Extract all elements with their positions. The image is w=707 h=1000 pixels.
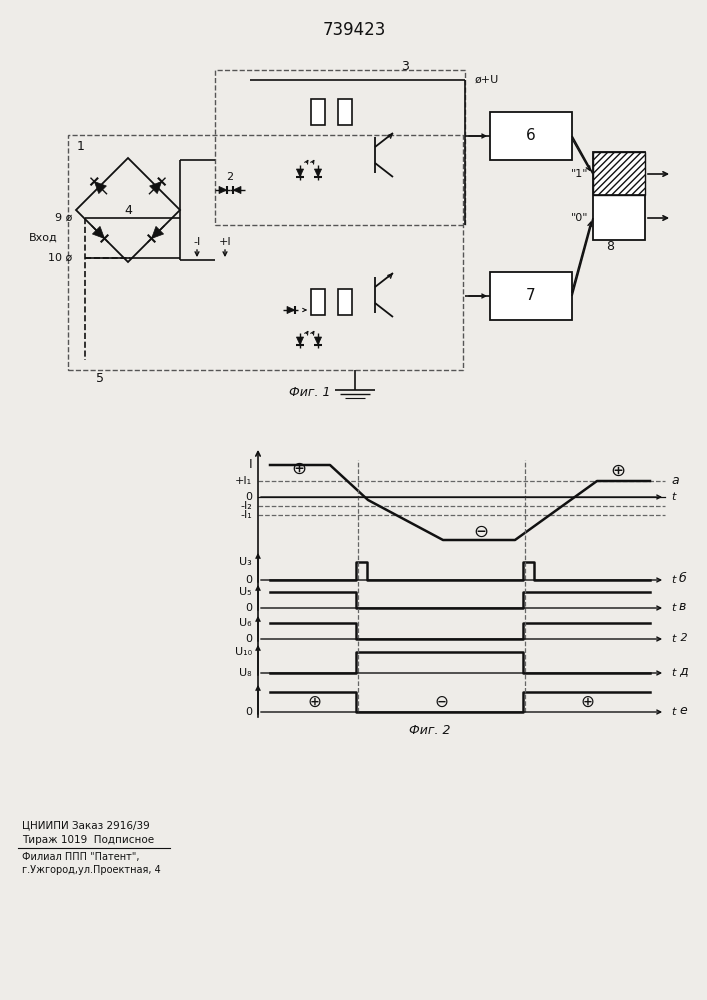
Text: ЦНИИПИ Заказ 2916/39: ЦНИИПИ Заказ 2916/39 xyxy=(22,820,150,830)
Text: +I₁: +I₁ xyxy=(235,476,252,486)
Text: U₃: U₃ xyxy=(239,557,252,567)
Polygon shape xyxy=(151,226,163,238)
Text: U₁₀: U₁₀ xyxy=(235,647,252,657)
Text: +I: +I xyxy=(218,237,231,247)
Text: 2: 2 xyxy=(226,172,233,182)
Polygon shape xyxy=(150,182,162,194)
Text: ⊕: ⊕ xyxy=(580,693,594,711)
Text: Фиг. 1: Фиг. 1 xyxy=(289,385,331,398)
Bar xyxy=(490,272,572,320)
Bar xyxy=(215,70,465,225)
Bar xyxy=(311,99,325,125)
Bar xyxy=(68,135,463,370)
Text: ø+U: ø+U xyxy=(475,75,499,85)
Text: -I₂: -I₂ xyxy=(240,501,252,511)
Text: a: a xyxy=(671,475,679,488)
Text: 5: 5 xyxy=(96,371,104,384)
Polygon shape xyxy=(315,337,322,345)
Bar xyxy=(593,152,645,195)
Text: U₆: U₆ xyxy=(240,618,252,628)
Text: г.Ужгород,ул.Проектная, 4: г.Ужгород,ул.Проектная, 4 xyxy=(22,865,160,875)
Text: 7: 7 xyxy=(526,288,536,304)
Text: ⊖: ⊖ xyxy=(434,693,448,711)
Text: U₅: U₅ xyxy=(240,587,252,597)
Text: t: t xyxy=(671,707,675,717)
Text: ⊕: ⊕ xyxy=(291,460,307,478)
Text: Филиал ППП "Патент",: Филиал ППП "Патент", xyxy=(22,852,139,862)
Text: t: t xyxy=(671,668,675,678)
Text: 4: 4 xyxy=(124,204,132,217)
Polygon shape xyxy=(233,186,241,194)
Text: -I₁: -I₁ xyxy=(240,510,252,520)
Text: t: t xyxy=(671,603,675,613)
Text: 0: 0 xyxy=(245,575,252,585)
Polygon shape xyxy=(315,169,322,177)
Text: 8: 8 xyxy=(606,239,614,252)
Polygon shape xyxy=(287,306,295,314)
Bar xyxy=(338,289,352,315)
Bar xyxy=(593,152,645,240)
Text: Вход: Вход xyxy=(29,233,58,243)
Text: U₈: U₈ xyxy=(240,668,252,678)
Text: 0: 0 xyxy=(245,603,252,613)
Text: 3: 3 xyxy=(401,60,409,73)
Text: 0: 0 xyxy=(245,634,252,644)
Text: 1: 1 xyxy=(77,139,85,152)
Text: Тираж 1019  Подписное: Тираж 1019 Подписное xyxy=(22,835,154,845)
Polygon shape xyxy=(219,186,227,194)
Text: "1": "1" xyxy=(571,169,588,179)
Bar xyxy=(311,289,325,315)
Text: 9 ø: 9 ø xyxy=(54,213,72,223)
Polygon shape xyxy=(93,226,105,238)
Text: e: e xyxy=(679,704,686,716)
Text: ⊕: ⊕ xyxy=(610,462,626,480)
Bar xyxy=(490,112,572,160)
Text: "0": "0" xyxy=(571,213,588,223)
Text: t: t xyxy=(671,575,675,585)
Polygon shape xyxy=(296,169,303,177)
Text: t: t xyxy=(671,492,675,502)
Text: д: д xyxy=(679,664,688,678)
Bar xyxy=(338,99,352,125)
Text: t: t xyxy=(671,634,675,644)
Polygon shape xyxy=(94,182,106,194)
Text: 6: 6 xyxy=(526,128,536,143)
Text: ⊖: ⊖ xyxy=(474,523,489,541)
Text: Фиг. 2: Фиг. 2 xyxy=(409,724,451,736)
Text: I: I xyxy=(248,458,252,472)
Text: 0: 0 xyxy=(245,492,252,502)
Text: 739423: 739423 xyxy=(322,21,386,39)
Text: 10 ø: 10 ø xyxy=(48,253,72,263)
Text: 0: 0 xyxy=(245,707,252,717)
Text: ⊕: ⊕ xyxy=(307,693,321,711)
Text: б: б xyxy=(679,572,686,584)
Polygon shape xyxy=(296,337,303,345)
Text: -I: -I xyxy=(194,237,201,247)
Text: 2: 2 xyxy=(677,633,688,643)
Text: в: в xyxy=(679,599,686,612)
